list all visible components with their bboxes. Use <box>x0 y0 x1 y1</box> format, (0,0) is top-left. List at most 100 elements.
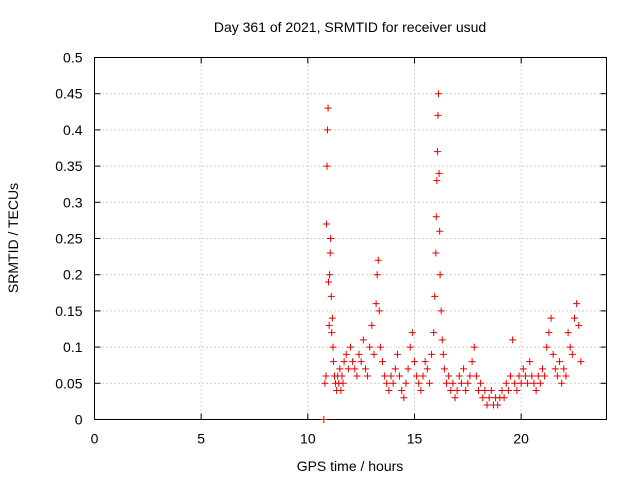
data-point <box>498 387 506 395</box>
y-tick-label: 0.5 <box>63 50 83 66</box>
data-point <box>524 379 532 387</box>
data-point <box>556 358 564 366</box>
data-point <box>566 343 574 351</box>
data-point <box>361 365 369 373</box>
y-tick-label: 0.2 <box>63 267 83 283</box>
data-point <box>530 379 538 387</box>
y-tick-label: 0.25 <box>55 231 82 247</box>
y-tick-label: 0.1 <box>63 339 83 355</box>
data-point <box>338 372 346 380</box>
x-tick-label: 10 <box>300 431 316 447</box>
data-point <box>430 329 438 337</box>
data-point <box>507 372 514 380</box>
data-point <box>328 329 336 337</box>
data-point <box>406 343 414 351</box>
data-point <box>487 387 495 395</box>
x-tick-label: 20 <box>513 431 529 447</box>
data-point <box>494 401 502 409</box>
data-point <box>479 394 487 402</box>
data-point <box>434 90 442 98</box>
data-point <box>568 350 576 358</box>
data-point <box>502 379 510 387</box>
data-point <box>433 177 441 185</box>
y-tick-label: 0.15 <box>55 303 82 319</box>
data-point <box>534 372 542 380</box>
data-point <box>340 358 348 366</box>
data-point <box>359 336 367 344</box>
data-point <box>466 372 474 380</box>
data-point <box>322 372 330 380</box>
data-point <box>513 387 521 395</box>
data-point <box>400 394 408 402</box>
chart-title: Day 361 of 2021, SRMTID for receiver usu… <box>214 19 486 35</box>
data-point <box>539 365 546 373</box>
grid-lines <box>94 57 607 420</box>
data-point <box>357 358 365 366</box>
data-point <box>396 372 404 380</box>
y-tick-label: 0.45 <box>55 86 82 102</box>
data-point <box>375 307 383 315</box>
data-point <box>326 249 334 257</box>
data-point <box>445 372 453 380</box>
data-point <box>366 343 374 351</box>
data-point <box>355 350 363 358</box>
y-axis-label: SRMTID / TECUs <box>5 183 21 293</box>
data-point <box>364 372 372 380</box>
data-point <box>431 292 439 300</box>
data-points <box>320 90 585 423</box>
data-point <box>460 365 468 373</box>
data-point <box>376 343 384 351</box>
data-point <box>389 379 397 387</box>
data-point <box>549 350 557 358</box>
data-point <box>475 387 482 395</box>
data-point <box>323 162 331 170</box>
data-point <box>347 343 354 351</box>
data-point <box>468 358 476 366</box>
data-point <box>553 372 561 380</box>
data-point <box>435 169 443 177</box>
data-point <box>353 372 361 380</box>
plot-frame <box>94 57 607 420</box>
data-point <box>515 372 523 380</box>
data-point <box>368 321 376 329</box>
data-point <box>509 336 517 344</box>
data-point <box>421 358 429 366</box>
data-point <box>457 379 465 387</box>
data-point <box>337 387 345 395</box>
data-point <box>404 365 412 373</box>
data-point <box>336 365 344 373</box>
data-point <box>385 387 393 395</box>
data-point <box>434 111 442 119</box>
data-point <box>440 365 448 373</box>
data-point <box>323 220 331 228</box>
data-point <box>351 365 359 373</box>
data-point <box>344 365 352 373</box>
data-point <box>413 372 421 380</box>
data-point <box>545 329 553 337</box>
data-point <box>532 387 540 395</box>
data-point <box>432 249 440 257</box>
data-point <box>455 372 463 380</box>
data-point <box>558 379 566 387</box>
data-point <box>411 358 418 366</box>
y-tick-label: 0.4 <box>63 122 83 138</box>
data-point <box>373 271 381 279</box>
y-tick-labels: 0 0.05 0.1 0.15 0.2 0.25 0.3 0.35 0.4 0.45 0.5 <box>55 50 82 428</box>
y-tick-label: 0 <box>75 412 83 428</box>
data-point <box>511 379 519 387</box>
y-tick-label: 0.05 <box>55 375 82 391</box>
data-point <box>443 379 450 387</box>
data-point <box>439 350 447 358</box>
data-point <box>320 416 328 423</box>
y-tick-label: 0.35 <box>55 158 82 174</box>
data-point <box>543 343 551 351</box>
data-point <box>329 358 337 366</box>
data-point <box>464 379 472 387</box>
data-point <box>547 314 555 322</box>
data-point <box>326 271 334 279</box>
data-point <box>419 372 427 380</box>
data-point <box>381 372 389 380</box>
data-point <box>398 387 406 395</box>
data-point <box>462 387 470 395</box>
